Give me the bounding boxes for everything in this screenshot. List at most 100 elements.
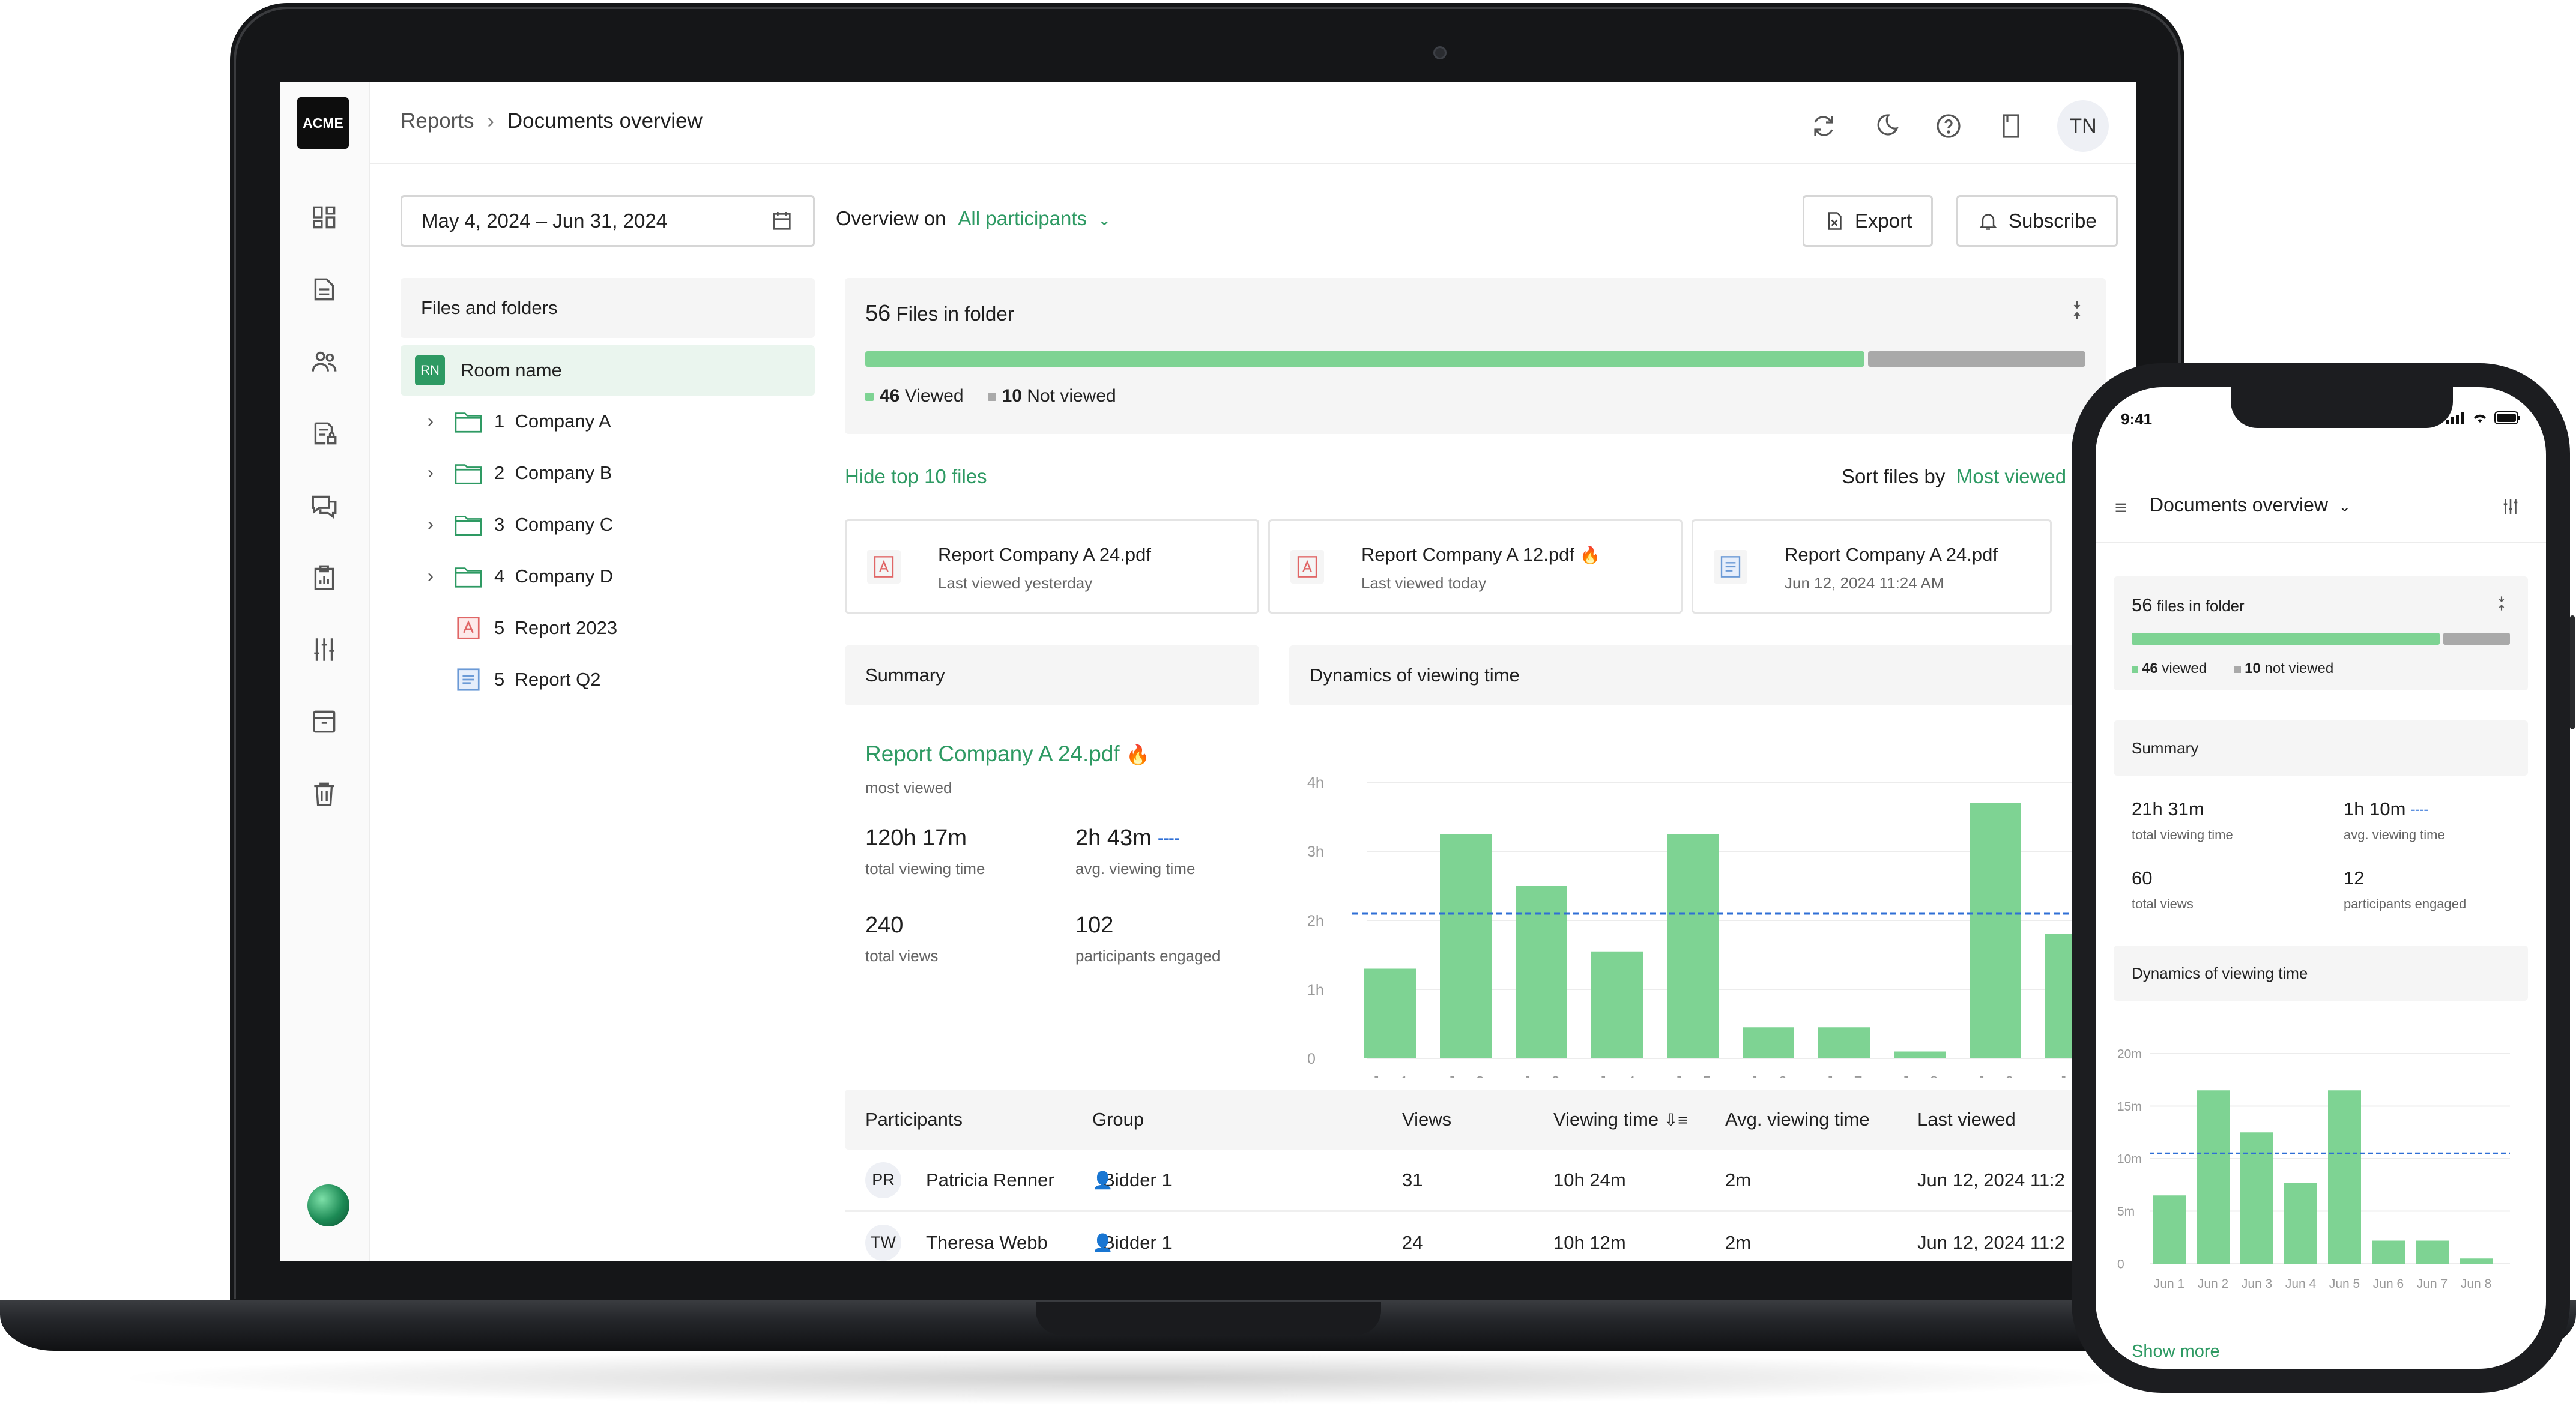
tree-item-pdf[interactable]: 5 Report 2023 [401, 602, 815, 654]
chevron-right-icon[interactable]: › [428, 463, 434, 483]
top-file-sub: Last viewed today [1361, 574, 1487, 592]
dynamics-chart-panel: Dynamics of viewing time 0 1h 2h 3h 4h Jun 1 J… [1289, 645, 2130, 1078]
subscribe-button[interactable]: Subscribe [1956, 195, 2118, 247]
tree-room[interactable]: RN Room name [401, 345, 815, 396]
y-tick-label: 0 [1307, 1051, 1316, 1067]
chevron-right-icon[interactable]: › [428, 566, 434, 586]
phone-viewed-bar [2132, 633, 2440, 645]
chevron-right-icon[interactable]: › [428, 514, 434, 534]
col-viewing-time[interactable]: Viewing time ⇩≡ [1553, 1109, 1688, 1130]
participant-views: 24 [1402, 1231, 1423, 1253]
date-range-input[interactable]: May 4, 2024 – Jun 31, 2024 [401, 195, 815, 247]
col-last-viewed[interactable]: Last viewed [1917, 1109, 2016, 1130]
user-icon: 👤 [1092, 1171, 1113, 1189]
folder-icon [455, 513, 482, 537]
bookmark-icon[interactable] [1995, 110, 2027, 142]
tree-item-index: 1 [494, 411, 505, 432]
sliders-icon[interactable] [309, 635, 339, 665]
y-tick-label: 20m [2117, 1047, 2142, 1061]
help-icon[interactable] [1932, 110, 1965, 142]
tree-item-index: 2 [494, 462, 505, 483]
collapse-icon[interactable] [2066, 298, 2088, 322]
chart-bar [1364, 968, 1416, 1058]
phone-metric-avg-time: 1h 10m ╌╌ avg. viewing time [2344, 798, 2445, 842]
dashboard-icon[interactable] [309, 202, 339, 232]
y-tick-label: 10m [2117, 1152, 2142, 1166]
phone-header: ≡ Documents overview ⌄ [2096, 459, 2546, 543]
tree-item-folder[interactable]: › 2 Company B [401, 447, 815, 499]
hide-top-files-link[interactable]: Hide top 10 files [845, 465, 987, 487]
top-file-card[interactable]: Report Company A 12.pdf 🔥 Last viewed tod… [1268, 519, 1683, 614]
y-tick-label: 3h [1307, 843, 1324, 860]
chart-bar [2240, 1132, 2273, 1264]
comments-icon[interactable] [309, 490, 339, 520]
menu-icon[interactable]: ≡ [2115, 496, 2127, 519]
status-bar-icons [2446, 411, 2521, 424]
x-tick-label: Jun 8 [1901, 1074, 1938, 1078]
top-file-name: Report Company A 24.pdf [938, 544, 1152, 565]
moon-icon[interactable] [1870, 110, 1902, 142]
camera [1433, 46, 1447, 59]
metric-total-time: 120h 17m total viewing time [865, 825, 985, 878]
col-avg-time[interactable]: Avg. viewing time [1725, 1109, 1870, 1130]
tree-item-folder[interactable]: › 1 Company A [401, 396, 815, 447]
user-avatar[interactable]: TN [2057, 100, 2109, 152]
show-more-link[interactable]: Show more [2132, 1342, 2220, 1361]
col-participants[interactable]: Participants [865, 1109, 963, 1130]
table-row[interactable]: PR Patricia Renner 👤 Bidder 1 31 10h 24m 2m Ju… [845, 1150, 2136, 1212]
phone-not-viewed-bar [2443, 633, 2510, 645]
doc-icon [1714, 550, 1747, 584]
phone-frame: 9:41 ≡ Documents overview ⌄ 56 files in … [2072, 363, 2575, 1393]
laptop-screen: ACME Reports › [280, 82, 2136, 1261]
chevron-right-icon[interactable]: › [428, 411, 434, 431]
files-count: 56 Files in folder [865, 301, 1014, 326]
tree-item-label: Company B [515, 462, 612, 483]
tree-item-folder[interactable]: › 4 Company D [401, 551, 815, 602]
x-tick-label: Jun 4 [1598, 1074, 1635, 1078]
bell-icon [1979, 214, 1997, 230]
x-tick-label: Jun 7 [1825, 1074, 1862, 1078]
participant-views: 31 [1402, 1169, 1423, 1190]
participants-dropdown[interactable]: All participants ⌄ [958, 207, 1111, 229]
fire-icon: 🔥 [1579, 546, 1601, 564]
phone-dynamics-chart: 0 5m 10m 15m 20m Jun 1 Jun 2 Jun 3 Jun 4 Jun 5 Jun… [2117, 1047, 2510, 1291]
avg-line-icon: ╌╌ [1158, 830, 1180, 849]
clipboard-icon[interactable] [309, 563, 339, 593]
chart-bar [2372, 1240, 2405, 1264]
col-views[interactable]: Views [1402, 1109, 1452, 1130]
sort-dropdown[interactable]: Most viewed [1956, 465, 2067, 487]
tree-item-folder[interactable]: › 3 Company C [401, 499, 815, 551]
filter-sliders-icon[interactable] [2500, 496, 2521, 517]
export-button[interactable]: Export [1803, 195, 1934, 247]
document-icon[interactable] [309, 274, 339, 304]
table-header: Participants Group Views Viewing time ⇩≡… [845, 1090, 2136, 1150]
workspace-globe-icon[interactable] [307, 1184, 349, 1226]
x-tick-label: Jun 9 [1977, 1074, 2013, 1078]
top-file-card[interactable]: Report Company A 24.pdf Last viewed yeste… [845, 519, 1259, 614]
acme-logo[interactable]: ACME [297, 97, 349, 149]
x-tick-label: Jun 5 [1674, 1074, 1711, 1078]
trash-icon[interactable] [309, 779, 339, 809]
phone-summary-title: Summary [2114, 720, 2528, 776]
refresh-icon[interactable] [1807, 110, 1840, 142]
tree-item-index: 3 [494, 514, 505, 535]
summary-file-link[interactable]: Report Company A 24.pdf 🔥 [865, 741, 1150, 766]
top-file-card[interactable]: Report Company A 24.pdf Jun 12, 2024 11:2… [1692, 519, 2052, 614]
chart-bar [2460, 1258, 2493, 1264]
archive-icon[interactable] [309, 707, 339, 737]
col-group[interactable]: Group [1092, 1109, 1144, 1130]
users-icon[interactable] [309, 346, 339, 376]
breadcrumb: Reports › Documents overview [401, 109, 703, 133]
y-tick-label: 5m [2117, 1205, 2135, 1219]
table-row[interactable]: TW Theresa Webb 👤 Bidder 1 24 10h 12m 2m Jun 1… [845, 1212, 2136, 1261]
participant-avg: 2m [1725, 1231, 1752, 1253]
top-actions: TN [1807, 100, 2109, 152]
breadcrumb-reports[interactable]: Reports [401, 109, 474, 133]
tree-item-label: Company D [515, 566, 614, 587]
secure-file-icon[interactable] [309, 418, 339, 448]
tree-item-doc[interactable]: 5 Report Q2 [401, 654, 815, 705]
phone-title[interactable]: Documents overview ⌄ [2150, 494, 2351, 516]
collapse-icon[interactable] [2493, 593, 2510, 614]
y-tick-label: 2h [1307, 913, 1324, 929]
chart-bar [2284, 1183, 2317, 1264]
